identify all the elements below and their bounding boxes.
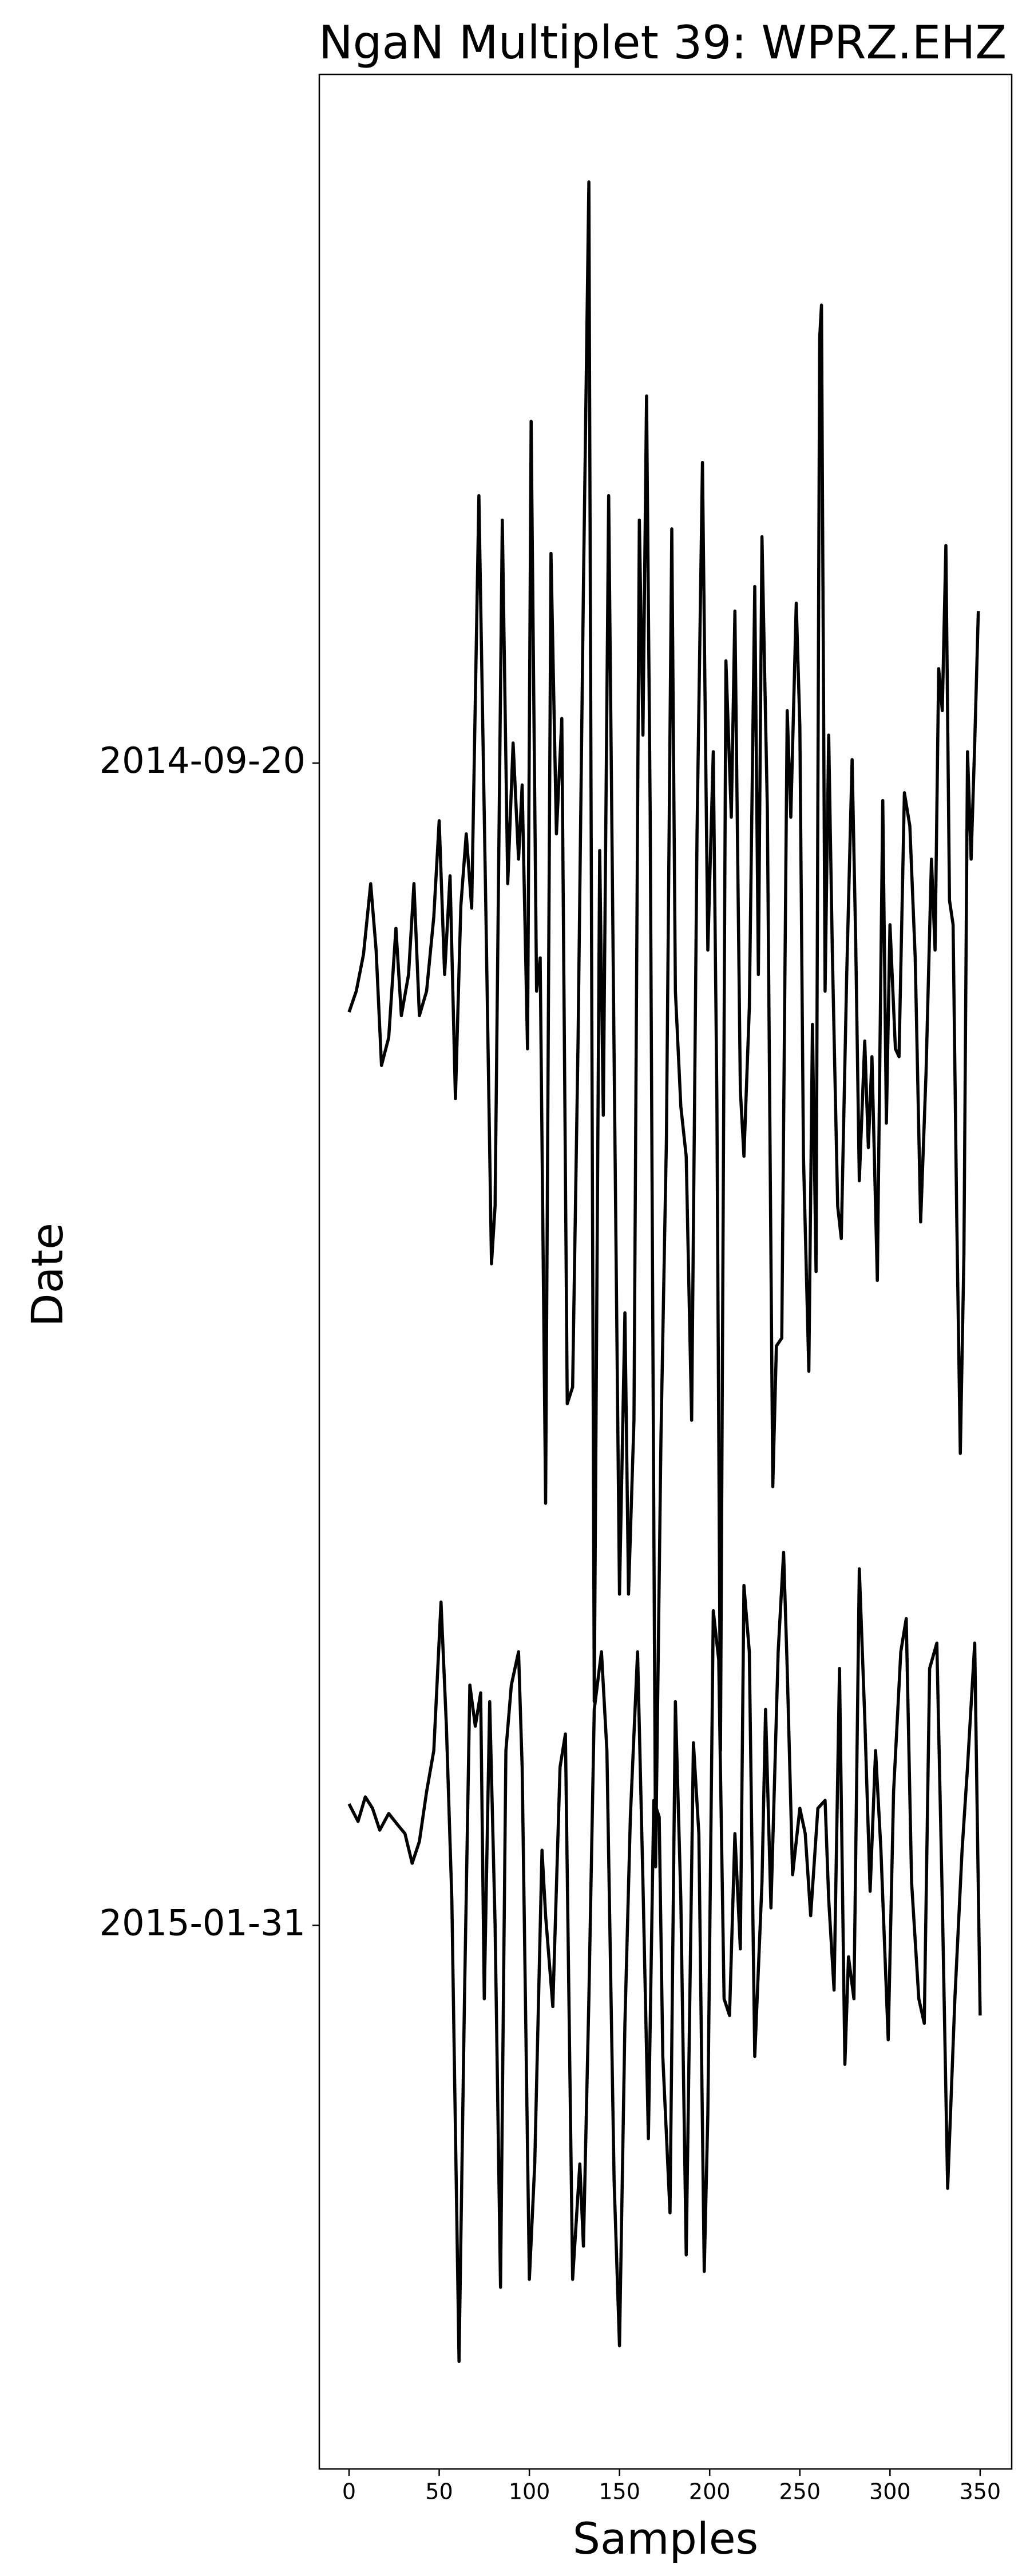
trace-line (347, 180, 980, 1868)
trace-line (347, 1550, 982, 2363)
x-tick-label: 300 (869, 2479, 911, 2504)
x-tick-label: 200 (689, 2479, 731, 2504)
x-tick-label: 150 (599, 2479, 640, 2504)
chart-title: NgaN Multiplet 39: WPRZ.EHZ (319, 16, 1007, 69)
x-tick-label: 50 (425, 2479, 453, 2504)
x-tick-label: 100 (509, 2479, 550, 2504)
y-tick-label: 2015-01-31 (100, 1902, 306, 1944)
plot-frame (318, 73, 1013, 2470)
x-tick-label: 0 (342, 2479, 356, 2504)
x-tick-label: 350 (960, 2479, 1001, 2504)
y-tick-label: 2014-09-20 (100, 740, 306, 781)
x-axis-label: Samples (573, 2513, 759, 2564)
x-tick-label: 250 (779, 2479, 821, 2504)
y-axis-label: Date (22, 1223, 73, 1327)
